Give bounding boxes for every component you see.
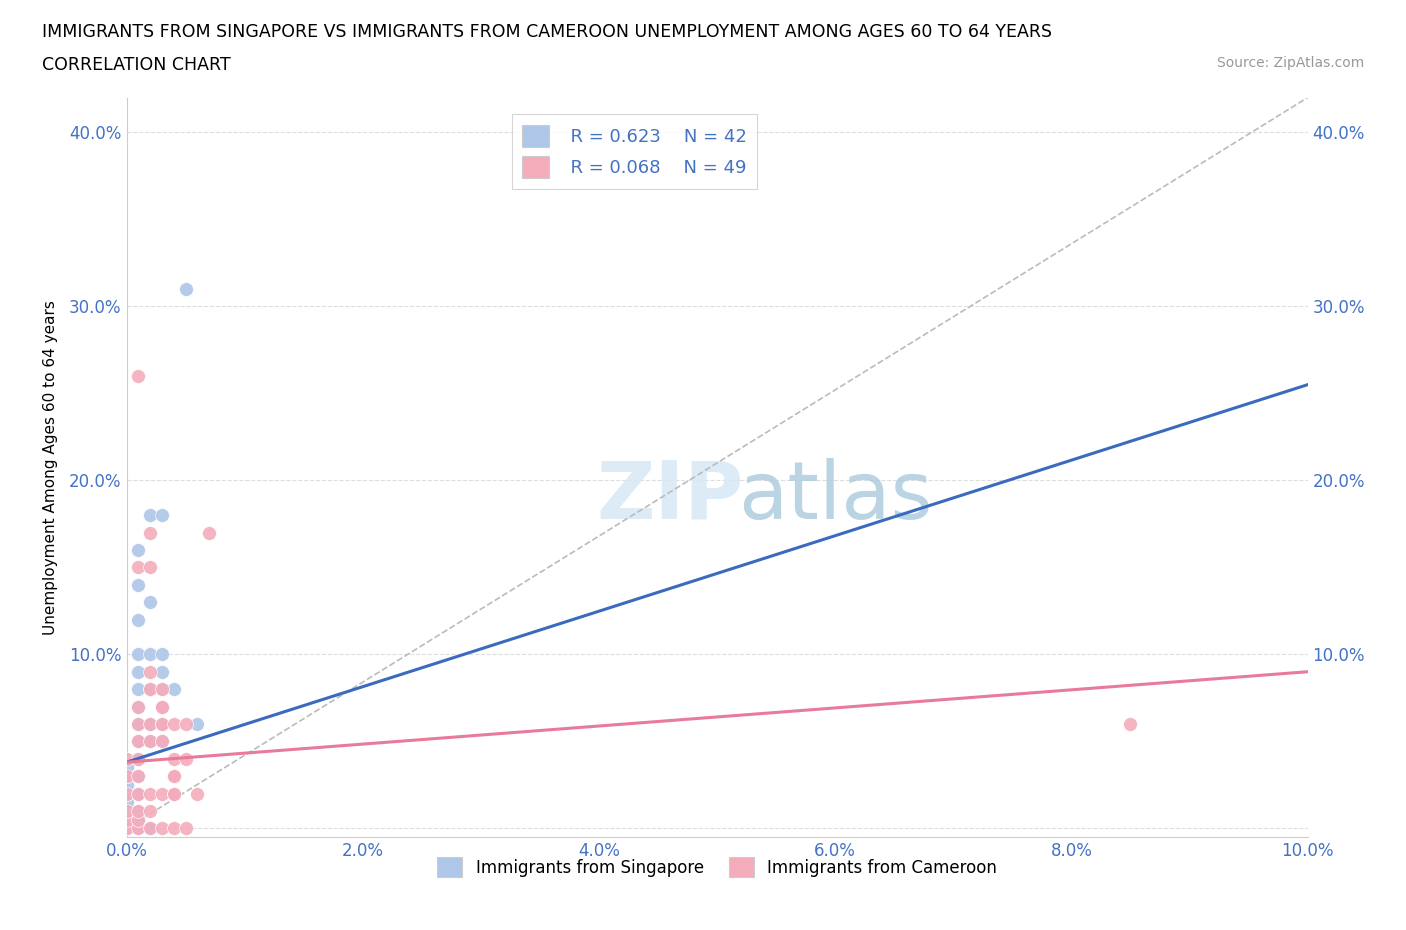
Point: [186, 716, 208, 731]
Point: [174, 716, 197, 731]
Point: [139, 682, 162, 697]
Point: [150, 699, 173, 714]
Point: [115, 804, 138, 818]
Point: [174, 751, 197, 766]
Point: [163, 751, 186, 766]
Point: [186, 786, 208, 801]
Point: [150, 682, 173, 697]
Point: [139, 716, 162, 731]
Point: [139, 821, 162, 836]
Point: [150, 682, 173, 697]
Point: [127, 560, 149, 575]
Point: [127, 751, 149, 766]
Point: [127, 699, 149, 714]
Point: [115, 760, 138, 775]
Point: [127, 769, 149, 784]
Point: [139, 525, 162, 540]
Point: [127, 647, 149, 662]
Point: [127, 812, 149, 827]
Text: atlas: atlas: [738, 458, 932, 536]
Point: [127, 786, 149, 801]
Point: [163, 769, 186, 784]
Point: [139, 560, 162, 575]
Point: [115, 821, 138, 836]
Point: [115, 777, 138, 792]
Point: [115, 821, 138, 836]
Point: [139, 786, 162, 801]
Point: [127, 786, 149, 801]
Point: [139, 664, 162, 679]
Point: [139, 647, 162, 662]
Point: [127, 716, 149, 731]
Point: [115, 812, 138, 827]
Point: [115, 821, 138, 836]
Point: [150, 734, 173, 749]
Point: [127, 664, 149, 679]
Text: Source: ZipAtlas.com: Source: ZipAtlas.com: [1216, 56, 1364, 70]
Point: [127, 821, 149, 836]
Point: [1119, 716, 1142, 731]
Text: CORRELATION CHART: CORRELATION CHART: [42, 56, 231, 73]
Point: [163, 786, 186, 801]
Y-axis label: Unemployment Among Ages 60 to 64 years: Unemployment Among Ages 60 to 64 years: [44, 299, 58, 635]
Point: [127, 821, 149, 836]
Point: [127, 812, 149, 827]
Point: [139, 594, 162, 609]
Point: [127, 804, 149, 818]
Point: [150, 716, 173, 731]
Point: [139, 804, 162, 818]
Point: [139, 734, 162, 749]
Point: [150, 664, 173, 679]
Point: [150, 786, 173, 801]
Point: [139, 682, 162, 697]
Point: [115, 786, 138, 801]
Point: [115, 751, 138, 766]
Point: [115, 795, 138, 810]
Point: [127, 699, 149, 714]
Point: [115, 769, 138, 784]
Point: [150, 734, 173, 749]
Point: [163, 716, 186, 731]
Point: [139, 821, 162, 836]
Point: [139, 716, 162, 731]
Point: [115, 821, 138, 836]
Point: [150, 647, 173, 662]
Point: [150, 716, 173, 731]
Point: [127, 734, 149, 749]
Point: [115, 821, 138, 836]
Point: [127, 682, 149, 697]
Point: [150, 699, 173, 714]
Point: [139, 508, 162, 523]
Point: [127, 612, 149, 627]
Point: [127, 751, 149, 766]
Point: [115, 821, 138, 836]
Point: [115, 804, 138, 818]
Point: [127, 368, 149, 383]
Point: [115, 786, 138, 801]
Point: [150, 699, 173, 714]
Point: [163, 682, 186, 697]
Legend: Immigrants from Singapore, Immigrants from Cameroon: Immigrants from Singapore, Immigrants fr…: [430, 850, 1004, 884]
Point: [139, 734, 162, 749]
Text: IMMIGRANTS FROM SINGAPORE VS IMMIGRANTS FROM CAMEROON UNEMPLOYMENT AMONG AGES 60: IMMIGRANTS FROM SINGAPORE VS IMMIGRANTS …: [42, 23, 1052, 41]
Point: [150, 821, 173, 836]
Point: [115, 812, 138, 827]
Point: [115, 769, 138, 784]
Point: [150, 508, 173, 523]
Point: [174, 282, 197, 297]
Point: [163, 786, 186, 801]
Point: [174, 821, 197, 836]
Point: [127, 716, 149, 731]
Point: [150, 716, 173, 731]
Point: [198, 525, 221, 540]
Point: [127, 804, 149, 818]
Point: [127, 734, 149, 749]
Point: [127, 542, 149, 557]
Point: [163, 769, 186, 784]
Text: ZIP: ZIP: [596, 458, 744, 536]
Point: [127, 578, 149, 592]
Point: [163, 821, 186, 836]
Point: [127, 769, 149, 784]
